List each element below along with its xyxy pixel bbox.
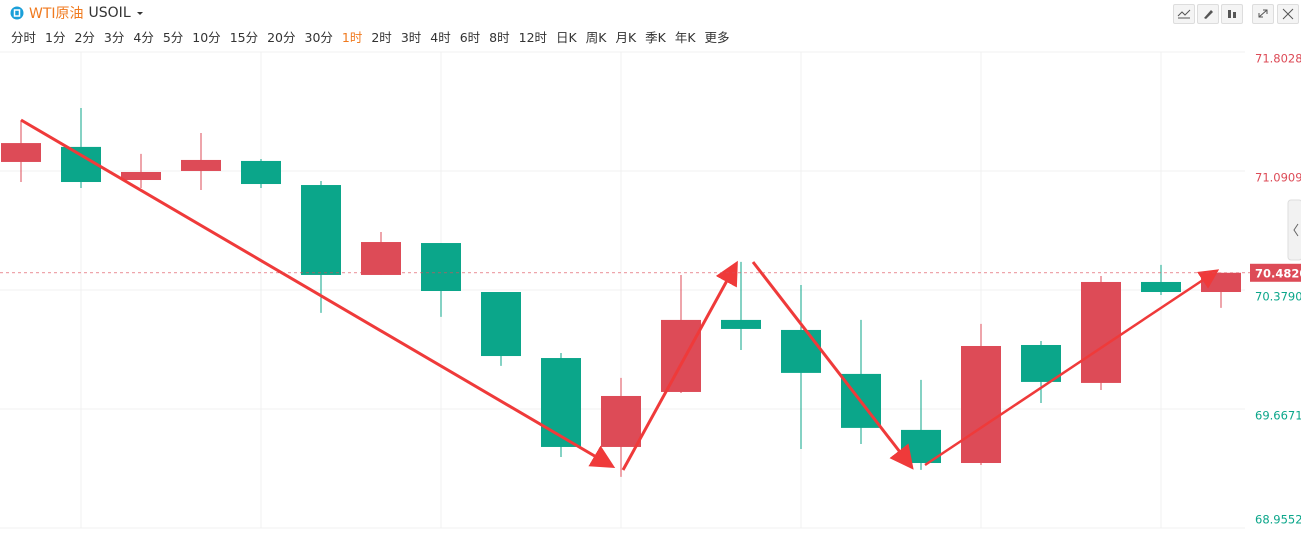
period-tab[interactable]: 日K <box>556 30 577 45</box>
candle-body <box>781 329 821 373</box>
button[interactable] <box>1173 4 1195 24</box>
last-price-box <box>1250 263 1301 282</box>
candle-body <box>1201 272 1241 293</box>
candle-body <box>421 243 461 292</box>
period-tab[interactable]: 20分 <box>267 30 296 45</box>
y-tick-label: 70.3790 <box>1255 290 1301 304</box>
candle-body <box>181 159 221 171</box>
last-price-label: 70.4820 <box>1255 266 1301 280</box>
candle-body <box>121 171 161 181</box>
candle-body <box>1 143 41 162</box>
period-tab[interactable]: 12时 <box>518 30 548 45</box>
period-tab[interactable]: 30分 <box>304 30 333 45</box>
symbol-icon <box>10 6 24 20</box>
symbol-code: USOIL <box>88 5 131 21</box>
candle-body <box>361 242 401 275</box>
period-tab[interactable]: 3时 <box>400 30 422 45</box>
candle-body <box>301 185 341 275</box>
period-tab[interactable]: 4分 <box>133 30 154 45</box>
candle-body <box>601 395 641 447</box>
period-tab[interactable]: 分时 <box>11 30 37 45</box>
period-tab[interactable]: 季K <box>645 30 666 45</box>
button[interactable] <box>1277 4 1299 24</box>
period-tab[interactable]: 3分 <box>103 30 125 45</box>
button[interactable] <box>1221 4 1243 24</box>
period-tabs: 分时 1分 2分 3分 4分 5分 10分 15分 20分 30分 1时 2时 3时 4时 6时 8时 12时日… <box>11 27 730 46</box>
period-tab[interactable]: 年K <box>674 30 696 45</box>
y-tick-label: 71.8028 <box>1255 52 1301 66</box>
period-tab[interactable]: 4时 <box>430 30 451 45</box>
period-tab[interactable]: 10分 <box>192 30 221 45</box>
y-tick-label: 71.0909 <box>1255 171 1301 185</box>
period-tab[interactable]: 更多 <box>704 30 730 45</box>
candle-body <box>1141 281 1181 293</box>
candle-body <box>1081 281 1121 383</box>
side-tab[interactable] <box>1287 199 1301 261</box>
period-tab[interactable]: 月K <box>615 30 637 45</box>
period-tab[interactable]: 5分 <box>162 30 184 45</box>
trend-arrows <box>20 118 1220 471</box>
candle-body <box>961 345 1001 464</box>
button[interactable] <box>1252 4 1274 24</box>
period-tab[interactable]: 周K <box>585 30 607 45</box>
period-tab[interactable]: 2分 <box>74 30 95 45</box>
symbol[interactable]: WTI原油 USOIL <box>10 3 144 23</box>
candle-body <box>241 160 281 185</box>
period-tab[interactable]: 1分 <box>45 30 66 45</box>
period-tab[interactable]: 6时 <box>459 30 481 45</box>
candle-body <box>661 319 701 392</box>
symbol-name: WTI原油 <box>29 6 84 22</box>
y-tick-label: 68.9552 <box>1255 513 1301 527</box>
candle-body <box>1021 344 1061 382</box>
toolbar: WTI原油 USOIL 分时 1分 2分 3分 4分 5分 10分 15分 20分 30分 1时 2时… <box>0 0 1301 50</box>
caret <box>136 12 143 15</box>
candle-body <box>721 319 761 329</box>
y-tick-label: 69.6671 <box>1255 409 1301 423</box>
button[interactable] <box>1197 4 1219 24</box>
period-tab[interactable]: 15分 <box>229 30 259 45</box>
period-tab[interactable]: 8时 <box>489 30 510 45</box>
candle-body <box>481 292 521 357</box>
candle-body <box>541 358 581 447</box>
period-tab[interactable]: 2时 <box>371 30 392 45</box>
period-tab[interactable]: 1时 <box>341 30 363 45</box>
